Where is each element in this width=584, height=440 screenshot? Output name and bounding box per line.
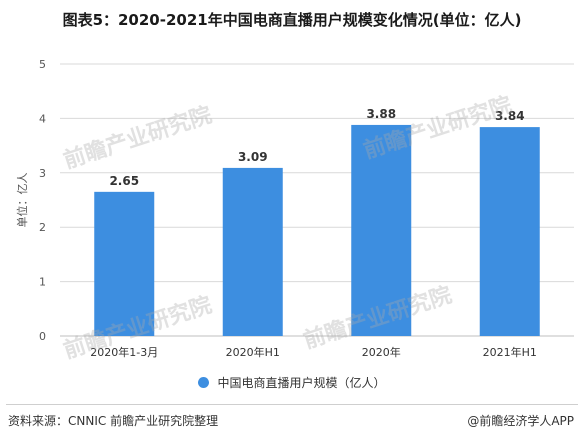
- y-tick-label: 3: [39, 167, 46, 180]
- y-axis-label: 单位：亿人: [15, 173, 29, 228]
- legend-swatch: [198, 377, 210, 388]
- source-note: 资料来源：CNNIC 前瞻产业研究院整理: [8, 414, 219, 428]
- y-tick-label: 1: [39, 276, 46, 289]
- x-tick-label: 2020年: [362, 345, 401, 359]
- x-tick-label: 2020年1-3月: [90, 345, 158, 359]
- chart-title: 图表5：2020-2021年中国电商直播用户规模变化情况(单位：亿人): [62, 11, 522, 29]
- y-tick-label: 2: [39, 221, 46, 234]
- brand-credit: @前瞻经济学人APP: [467, 414, 574, 428]
- chart-area: 0 1 2 3 4 5 单位：亿人 2.65 2020年1-3月 3.09 2020年H1 3.88 2…: [0, 40, 584, 360]
- legend: 中国电商直播用户规模（亿人）: [0, 374, 584, 391]
- x-tick-label: 2020年H1: [226, 345, 280, 359]
- y-tick-label: 4: [39, 112, 46, 125]
- data-label: 2.65: [109, 174, 139, 188]
- data-label: 3.09: [238, 150, 268, 164]
- y-tick-label: 0: [39, 330, 46, 343]
- bar: [479, 127, 540, 336]
- bar-chart: 0 1 2 3 4 5 单位：亿人 2.65 2020年1-3月 3.09 2020年H1 3.88 2…: [15, 58, 574, 359]
- x-tick-label: 2021年H1: [483, 345, 537, 359]
- bar: [351, 124, 412, 336]
- bar: [222, 167, 283, 336]
- data-label: 3.88: [366, 107, 396, 121]
- y-tick-label: 5: [39, 58, 46, 71]
- bar: [94, 191, 155, 336]
- data-label: 3.84: [495, 109, 525, 123]
- legend-label: 中国电商直播用户规模（亿人）: [217, 376, 386, 390]
- divider: [6, 404, 578, 405]
